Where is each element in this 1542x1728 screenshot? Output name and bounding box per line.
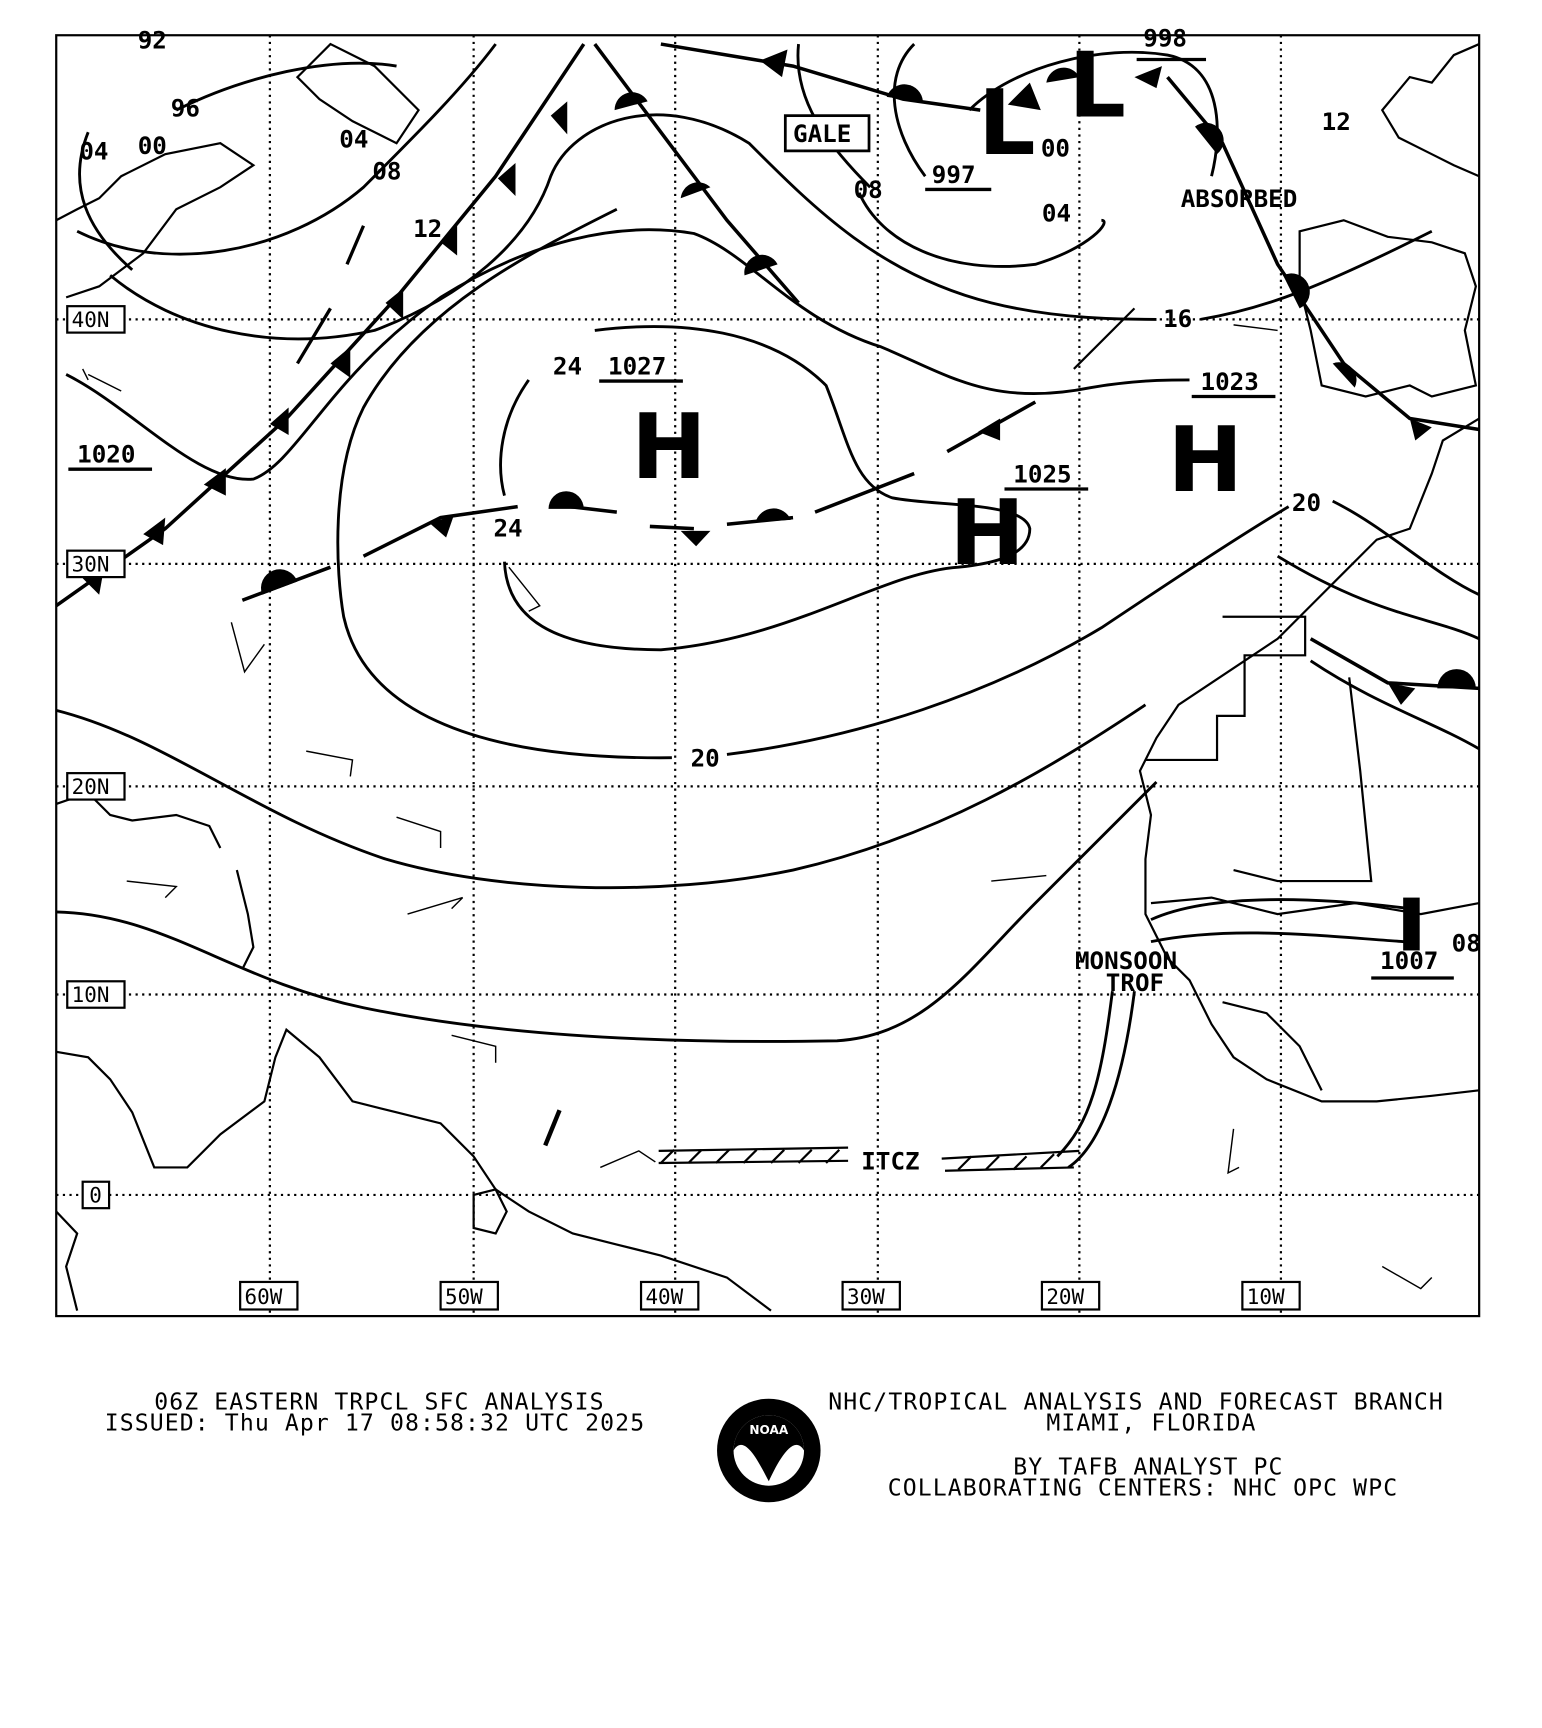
isobar-value-label: 92 [138,26,167,54]
central-pressure: 1025 [1013,460,1071,488]
monsoon-trough-label-2: TROF [1106,969,1164,997]
central-pressure: 998 [1143,24,1187,52]
isobar-value-label: 04 [1042,199,1071,227]
lon-label: 40W [645,1285,683,1309]
annotations: GALE ABSORBED MONSOON TROF ITCZ [783,114,1298,1176]
low-center-letter: L [978,71,1036,176]
location: MIAMI, FLORIDA [1046,1411,1256,1437]
isobar-value-label: 12 [1322,108,1351,136]
issued-time: ISSUED: Thu Apr 17 08:58:32 UTC 2025 [105,1411,646,1437]
isobar-labels: 92 96 04 00 04 08 12 08 00 04 12 16 24 2… [79,26,1480,957]
monsoon-trough-label: MONSOON [1075,947,1177,975]
analyst: BY TAFB ANALYST PC [1013,1455,1283,1481]
warm-front-north [660,42,981,112]
isobar-value-label: 12 [413,215,442,243]
gale-warning-label: GALE [793,120,851,148]
lat-label: 40N [72,308,110,332]
pressure-centers: H 1027 H 1025 H 1023 L 997 L 998 1007 10… [68,24,1454,980]
latitude-labels: 40N 30N 20N 10N 0 [66,305,126,1210]
lat-lon-grid [56,35,1480,1317]
map-frame [55,34,1481,1318]
central-pressure: 1027 [608,352,666,380]
low-center-letter-partial [1403,897,1420,951]
itcz-label: ITCZ [861,1148,919,1176]
isobar-value-label: 00 [138,132,167,160]
isobar-value-label: 08 [1452,930,1481,958]
central-pressure: 1020 [77,441,135,469]
isobar-value-label: 04 [339,126,368,154]
footer: 06Z EASTERN TRPCL SFC ANALYSIS ISSUED: T… [105,1390,1444,1503]
lon-label: 10W [1247,1285,1285,1309]
lon-label: 30W [847,1285,885,1309]
isobar-value-label: 08 [854,176,883,204]
branch-name: NHC/TROPICAL ANALYSIS AND FORECAST BRANC… [828,1390,1444,1416]
isobar-value-label: 24 [553,352,582,380]
itcz-band [658,1146,1080,1172]
fronts [55,42,1480,1172]
noaa-logo: NOAA [717,1398,821,1503]
collaborating-centers: COLLABORATING CENTERS: NHC OPC WPC [888,1476,1399,1502]
absorbed-label: ABSORBED [1181,185,1298,213]
high-center-letter: H [1167,408,1243,513]
lon-label: 50W [445,1285,483,1309]
isobar-value-label: NOAA [749,1423,788,1437]
isobar-value-label: 16 [1163,305,1192,333]
lat-label: 30N [72,553,110,577]
central-pressure: 997 [932,161,976,189]
lon-label: 60W [245,1285,283,1309]
central-pressure: 1007 [1380,947,1438,975]
wind-barbs [82,225,1433,1290]
high-center-letter: H [631,395,707,500]
isobar-value-label: 00 [1041,134,1070,162]
longitude-labels: 60W 50W 40W 30W 20W 10W [239,1280,1301,1311]
low-center-letter: L [1068,34,1126,139]
isobar-value-label: 24 [493,514,522,542]
lat-label: 10N [72,983,110,1007]
isobar-value-label: 20 [691,745,720,773]
high-center-letter: H [949,481,1025,586]
isobar-value-label: 96 [171,95,200,123]
chart-title: 06Z EASTERN TRPCL SFC ANALYSIS [154,1390,604,1416]
isobar-value-label: 20 [1292,489,1321,517]
lat-label: 0 [89,1184,102,1208]
isobars [55,43,1480,1169]
central-pressure: 1023 [1201,368,1259,396]
isobar-value-label: 04 [79,138,108,166]
isobar-value-label: 08 [372,158,401,186]
lat-label: 20N [72,775,110,799]
lon-label: 20W [1046,1285,1084,1309]
